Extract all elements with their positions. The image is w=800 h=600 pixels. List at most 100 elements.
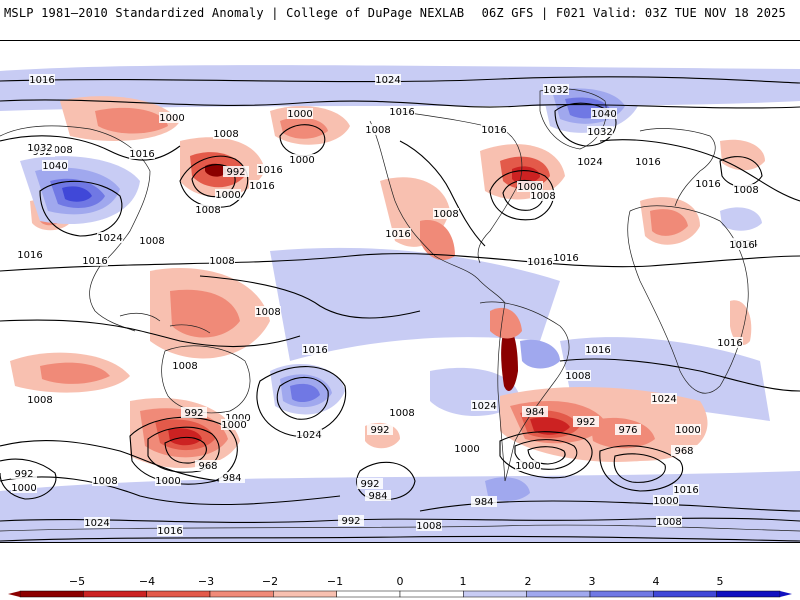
isobar xyxy=(0,476,341,506)
anomaly-shade xyxy=(720,139,765,171)
isobar xyxy=(279,124,326,157)
anomaly-shade xyxy=(40,362,110,384)
isobar-label-bg xyxy=(213,128,239,139)
isobar-label: 1008 xyxy=(255,307,280,318)
isobar-label: 1008 xyxy=(195,205,220,216)
isobar xyxy=(0,319,301,347)
isobar xyxy=(179,155,249,208)
isobar-label-bg xyxy=(671,445,697,456)
isobar-label-bg xyxy=(553,252,579,263)
isobar xyxy=(599,445,683,492)
isobar-label: 1000 xyxy=(653,496,678,507)
anomaly-shade xyxy=(170,289,240,338)
coastline xyxy=(119,312,161,322)
coastline xyxy=(479,301,570,482)
isobar-label-bg xyxy=(471,496,497,507)
isobar xyxy=(0,76,800,84)
isobar-label-bg xyxy=(733,184,759,195)
isobar-label-bg xyxy=(729,239,755,250)
isobar-label: 1008 xyxy=(530,191,555,202)
isobar-label: 1000 xyxy=(287,109,312,120)
isobar-label-bg xyxy=(47,144,73,155)
isobar-label-bg xyxy=(11,482,37,493)
isobar-label: 1016 xyxy=(257,165,282,176)
isobar-label-bg xyxy=(673,484,699,495)
isobar-label-bg xyxy=(375,74,401,85)
isobar-label-bg xyxy=(215,189,241,200)
colorbar-tick-label: 2 xyxy=(524,575,532,588)
colorbar-tick-label: 3 xyxy=(588,575,596,588)
isobar-label-bg xyxy=(129,148,155,159)
colorbar-swatch xyxy=(589,590,654,598)
isobar-label: 1000 xyxy=(155,476,180,487)
isobar-label-bg xyxy=(287,108,313,119)
isobar xyxy=(0,535,800,542)
isobar-label: 976 xyxy=(618,425,637,436)
isobar-label-bg xyxy=(27,142,53,153)
isobar xyxy=(0,135,181,161)
coastline xyxy=(639,128,716,207)
isobar-label: 1000 xyxy=(221,420,246,431)
coastline xyxy=(89,265,136,332)
isobar-label-bg xyxy=(635,156,661,167)
anomaly-shade xyxy=(62,186,92,202)
isobar-label: 1000 xyxy=(159,113,184,124)
map-frame[interactable]: 1016 1024 1032 1040 1032 1016 1000 1008 1000 1008… xyxy=(0,40,800,543)
colorbar-tick-label: 5 xyxy=(716,575,724,588)
isobar-label: 984 xyxy=(474,497,493,508)
isobar-label: 1016 xyxy=(29,75,54,86)
isobar-label-bg xyxy=(416,520,442,531)
anomaly-shade xyxy=(560,337,770,421)
isobar-label-bg xyxy=(357,478,383,489)
anomaly-shade xyxy=(730,300,752,346)
isobar-label-bg xyxy=(389,106,415,117)
coastline xyxy=(169,324,211,334)
colorbar-tick-label: 0 xyxy=(396,575,404,588)
isobar-label-bg xyxy=(481,124,507,135)
isobar-label: 984 xyxy=(222,473,241,484)
colorbar-tick-label: −4 xyxy=(138,575,156,588)
anomaly-shade xyxy=(290,383,320,403)
isobar-label-bg xyxy=(573,416,599,427)
isobar xyxy=(0,253,800,272)
isobar xyxy=(0,440,221,482)
isobar-label: 1024 xyxy=(296,430,321,441)
isobar-label: 1000 xyxy=(289,155,314,166)
isobar xyxy=(199,275,421,319)
colorbar-swatch xyxy=(273,590,337,598)
colorbar-swatch xyxy=(209,590,274,598)
isobar-label-bg xyxy=(656,516,682,527)
isobar-label-bg xyxy=(515,460,541,471)
isobar-label: 1000 xyxy=(454,444,479,455)
colorbar-swatch xyxy=(463,590,527,598)
coastline xyxy=(0,125,151,267)
colorbar-tick-label: 1 xyxy=(459,575,467,588)
isobar-label: 1016 xyxy=(553,253,578,264)
isobar-label: 1008 xyxy=(27,395,52,406)
isobar-label-bg xyxy=(517,181,543,192)
isobar-label-bg xyxy=(82,255,108,266)
isobar-label: 1008 xyxy=(733,185,758,196)
isobar-label-bg xyxy=(195,460,221,471)
colorbar-swatch xyxy=(653,590,717,598)
isobar-label: 1016 xyxy=(389,107,414,118)
colorbar-max-arrow xyxy=(780,591,792,597)
coastline xyxy=(161,345,251,414)
anomaly-shade xyxy=(720,207,762,231)
isobar-label: 1024 xyxy=(375,75,400,86)
anomaly-shade xyxy=(485,477,530,501)
isobar-label-bg xyxy=(209,255,235,266)
isobar-label: 992 xyxy=(226,167,245,178)
colorbar-min-arrow xyxy=(8,591,20,597)
isobar-label: 1008 xyxy=(139,236,164,247)
colorbar-tick-label: −1 xyxy=(326,575,344,588)
isobar-label-bg xyxy=(17,249,43,260)
isobar-label: 968 xyxy=(198,461,217,472)
isobar-label: 1016 xyxy=(157,526,182,537)
isobar-label-bg xyxy=(527,256,553,267)
isobar-label: 1008 xyxy=(209,256,234,267)
colorbar-swatch xyxy=(336,590,401,598)
isobar-label: 1016 xyxy=(729,240,754,251)
isobar-label: 1008 xyxy=(389,408,414,419)
isobar-label-bg xyxy=(367,424,393,435)
